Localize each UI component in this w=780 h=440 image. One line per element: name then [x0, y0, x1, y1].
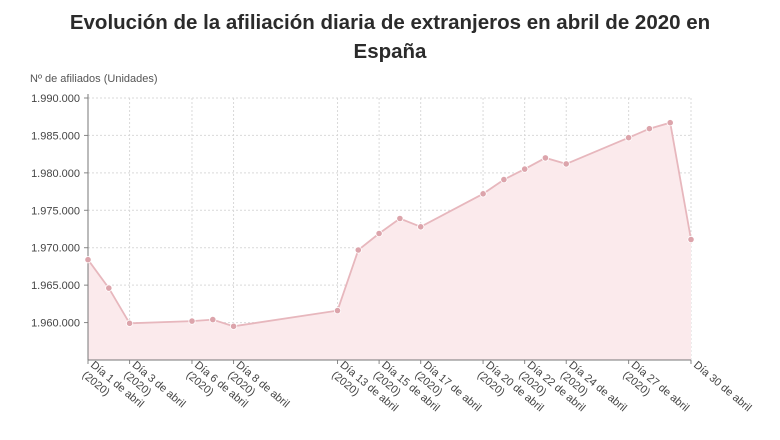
data-point[interactable]	[375, 229, 383, 238]
data-point[interactable]	[333, 306, 342, 315]
data-point[interactable]	[687, 235, 695, 244]
y-axis-label: Nº de afiliados (Unidades)	[30, 73, 158, 85]
data-point[interactable]	[521, 165, 529, 173]
y-tick-label: 1.960.000	[31, 318, 80, 330]
data-point[interactable]	[230, 322, 238, 330]
data-point[interactable]	[209, 315, 217, 324]
chart-title: Evolución de la afiliación diaria de ext…	[0, 8, 780, 66]
series-area-fill	[88, 122, 691, 360]
data-point[interactable]	[666, 119, 674, 127]
y-tick-label: 1.970.000	[31, 243, 80, 255]
data-point[interactable]	[479, 190, 487, 198]
y-tick-label: 1.980.000	[31, 168, 80, 180]
data-point[interactable]	[396, 214, 404, 223]
data-point[interactable]	[562, 160, 570, 168]
y-tick-label: 1.975.000	[31, 205, 80, 217]
chart-title-line1: Evolución de la afiliación diaria de ext…	[69, 11, 711, 34]
chart-title-line2: España	[353, 40, 427, 63]
y-tick-label: 1.990.000	[31, 93, 80, 105]
data-point[interactable]	[541, 154, 550, 162]
y-tick-label: 1.985.000	[31, 130, 80, 142]
data-point[interactable]	[126, 319, 134, 327]
data-point[interactable]	[188, 317, 196, 325]
x-tick-label: Día 27 de abril(2020)	[620, 359, 691, 424]
x-tick-label: Día 30 de abril	[691, 359, 754, 414]
data-point[interactable]	[417, 223, 425, 231]
y-tick-label: 1.965.000	[31, 280, 80, 292]
data-point[interactable]	[624, 134, 633, 142]
point-layer	[84, 119, 695, 330]
data-point[interactable]	[500, 176, 508, 184]
data-point[interactable]	[105, 284, 113, 292]
data-point[interactable]	[645, 125, 654, 133]
data-point[interactable]	[84, 256, 92, 264]
axis-layer	[84, 94, 692, 364]
data-point[interactable]	[354, 246, 362, 254]
area-layer	[87, 121, 692, 360]
